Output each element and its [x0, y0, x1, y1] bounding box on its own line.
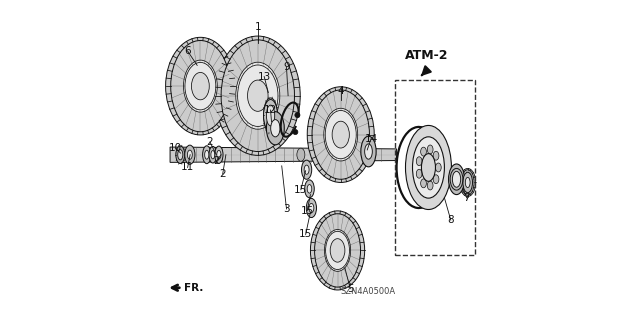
Ellipse shape — [461, 170, 474, 195]
Ellipse shape — [325, 110, 356, 159]
Ellipse shape — [332, 121, 349, 148]
Ellipse shape — [248, 80, 268, 111]
Ellipse shape — [330, 239, 345, 262]
Ellipse shape — [185, 63, 216, 110]
Ellipse shape — [433, 175, 439, 184]
Ellipse shape — [221, 40, 294, 152]
Ellipse shape — [348, 148, 356, 161]
Ellipse shape — [178, 150, 183, 160]
Ellipse shape — [264, 98, 278, 133]
Ellipse shape — [266, 105, 275, 126]
Ellipse shape — [188, 150, 192, 159]
Ellipse shape — [307, 87, 374, 182]
Ellipse shape — [310, 211, 365, 290]
Ellipse shape — [435, 163, 441, 172]
Circle shape — [295, 113, 300, 118]
Ellipse shape — [237, 65, 278, 126]
Ellipse shape — [203, 146, 211, 164]
Ellipse shape — [449, 164, 465, 195]
Text: 2: 2 — [213, 156, 220, 166]
Text: SZN4A0500A: SZN4A0500A — [340, 287, 396, 296]
Ellipse shape — [416, 157, 422, 166]
Text: 1: 1 — [255, 22, 261, 32]
Ellipse shape — [309, 204, 314, 212]
Ellipse shape — [422, 154, 435, 181]
Ellipse shape — [420, 147, 426, 156]
Ellipse shape — [305, 180, 314, 198]
Ellipse shape — [466, 179, 470, 186]
Text: FR.: FR. — [184, 283, 204, 293]
Circle shape — [292, 130, 298, 135]
Text: 9: 9 — [283, 62, 290, 72]
Ellipse shape — [267, 107, 274, 124]
Ellipse shape — [416, 169, 422, 178]
Ellipse shape — [312, 90, 369, 179]
Ellipse shape — [271, 120, 280, 137]
Ellipse shape — [406, 125, 451, 210]
Ellipse shape — [191, 72, 209, 100]
Text: 12: 12 — [264, 105, 277, 115]
Text: 7: 7 — [463, 193, 470, 203]
Ellipse shape — [365, 144, 372, 159]
Text: 2: 2 — [220, 169, 226, 179]
Ellipse shape — [307, 198, 317, 218]
Ellipse shape — [324, 108, 358, 161]
Text: 15: 15 — [294, 185, 307, 195]
Ellipse shape — [420, 179, 426, 188]
Ellipse shape — [428, 181, 433, 190]
Ellipse shape — [465, 177, 470, 188]
Ellipse shape — [433, 151, 439, 160]
Ellipse shape — [428, 145, 433, 154]
Ellipse shape — [326, 231, 349, 270]
Ellipse shape — [301, 160, 312, 179]
Ellipse shape — [465, 176, 471, 189]
Ellipse shape — [176, 146, 185, 164]
Ellipse shape — [315, 214, 360, 287]
Text: 4: 4 — [337, 86, 344, 96]
Ellipse shape — [171, 41, 230, 132]
Ellipse shape — [266, 112, 284, 145]
Ellipse shape — [185, 145, 195, 164]
Ellipse shape — [217, 151, 221, 159]
Ellipse shape — [209, 146, 217, 163]
Ellipse shape — [216, 36, 300, 155]
Ellipse shape — [166, 37, 235, 135]
Text: 6: 6 — [184, 46, 191, 56]
Ellipse shape — [452, 171, 461, 187]
Ellipse shape — [184, 60, 218, 112]
Ellipse shape — [264, 100, 278, 131]
Ellipse shape — [215, 146, 223, 163]
Ellipse shape — [236, 62, 280, 129]
Text: 15: 15 — [301, 205, 314, 216]
Text: 3: 3 — [283, 204, 290, 214]
Ellipse shape — [413, 137, 444, 198]
Ellipse shape — [460, 168, 476, 197]
Ellipse shape — [464, 175, 471, 189]
Text: 15: 15 — [299, 229, 312, 240]
Text: ATM-2: ATM-2 — [405, 49, 449, 62]
Text: 8: 8 — [447, 215, 454, 225]
Ellipse shape — [297, 148, 305, 161]
Ellipse shape — [307, 185, 312, 193]
Text: 11: 11 — [181, 162, 195, 173]
Ellipse shape — [211, 151, 215, 159]
Ellipse shape — [304, 165, 309, 174]
Text: 14: 14 — [364, 134, 378, 144]
Text: 2: 2 — [207, 137, 213, 147]
Text: 5: 5 — [347, 284, 354, 294]
Text: 10: 10 — [169, 143, 182, 153]
Ellipse shape — [205, 150, 209, 159]
Ellipse shape — [463, 172, 472, 193]
Ellipse shape — [361, 136, 376, 167]
Text: 13: 13 — [257, 71, 271, 82]
Ellipse shape — [324, 229, 351, 271]
Polygon shape — [170, 147, 397, 162]
Ellipse shape — [320, 148, 326, 161]
